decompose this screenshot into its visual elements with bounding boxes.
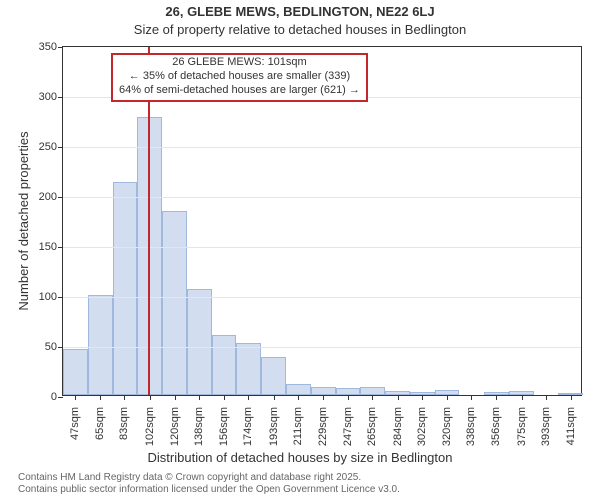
- histogram-bar: [113, 182, 138, 395]
- x-tick-label: 65sqm: [94, 407, 106, 440]
- y-tick-label: 50: [45, 341, 57, 353]
- y-tick: [58, 247, 63, 248]
- y-tick-label: 200: [39, 191, 57, 203]
- chart-container: 26, GLEBE MEWS, BEDLINGTON, NE22 6LJ Siz…: [0, 0, 600, 500]
- chart-title: 26, GLEBE MEWS, BEDLINGTON, NE22 6LJ: [0, 4, 600, 19]
- x-tick-label: 338sqm: [465, 407, 477, 446]
- x-tick-label: 138sqm: [193, 407, 205, 446]
- histogram-bar: [236, 343, 261, 395]
- x-axis-label: Distribution of detached houses by size …: [0, 450, 600, 465]
- x-tick: [546, 395, 547, 400]
- x-tick: [471, 395, 472, 400]
- x-tick-label: 120sqm: [169, 407, 181, 446]
- x-tick-label: 211sqm: [292, 407, 304, 445]
- y-tick: [58, 297, 63, 298]
- x-tick: [398, 395, 399, 400]
- histogram-bar: [336, 388, 361, 395]
- x-tick: [496, 395, 497, 400]
- grid-line: [63, 347, 581, 348]
- x-tick: [100, 395, 101, 400]
- x-tick-label: 156sqm: [218, 407, 230, 446]
- grid-line: [63, 247, 581, 248]
- histogram-bar: [261, 357, 286, 395]
- x-tick-label: 265sqm: [366, 407, 378, 446]
- x-tick: [199, 395, 200, 400]
- x-tick-label: 47sqm: [69, 407, 81, 440]
- callout-line-1: 26 GLEBE MEWS: 101sqm: [119, 56, 360, 70]
- x-tick-label: 229sqm: [317, 407, 329, 446]
- y-tick-label: 100: [39, 291, 57, 303]
- x-tick-label: 411sqm: [565, 407, 577, 445]
- histogram-bar: [212, 335, 237, 395]
- x-tick-label: 320sqm: [441, 407, 453, 446]
- y-tick-label: 150: [39, 241, 57, 253]
- y-tick: [58, 147, 63, 148]
- x-tick-label: 375sqm: [516, 407, 528, 446]
- x-tick-label: 102sqm: [144, 407, 156, 446]
- x-tick-label: 247sqm: [342, 407, 354, 446]
- y-tick: [58, 97, 63, 98]
- histogram-bar: [360, 387, 385, 395]
- callout-line-3: 64% of semi-detached houses are larger (…: [119, 84, 360, 98]
- y-tick-label: 0: [51, 391, 57, 403]
- callout-box: 26 GLEBE MEWS: 101sqm ← 35% of detached …: [111, 53, 368, 102]
- x-tick-label: 302sqm: [416, 407, 428, 446]
- histogram-bar: [311, 387, 336, 395]
- x-tick: [422, 395, 423, 400]
- grid-line: [63, 147, 581, 148]
- x-tick: [175, 395, 176, 400]
- histogram-bar: [187, 289, 212, 395]
- callout-line-2: ← 35% of detached houses are smaller (33…: [119, 70, 360, 84]
- x-tick: [522, 395, 523, 400]
- x-tick: [571, 395, 572, 400]
- x-tick: [323, 395, 324, 400]
- x-tick-label: 284sqm: [392, 407, 404, 446]
- x-tick-label: 193sqm: [268, 407, 280, 446]
- x-tick-label: 356sqm: [490, 407, 502, 446]
- y-tick: [58, 47, 63, 48]
- y-tick-label: 250: [39, 141, 57, 153]
- x-tick: [75, 395, 76, 400]
- y-tick-label: 350: [39, 41, 57, 53]
- x-tick: [274, 395, 275, 400]
- x-tick: [298, 395, 299, 400]
- y-tick-label: 300: [39, 91, 57, 103]
- footer-line-2: Contains public sector information licen…: [18, 484, 400, 496]
- plot-area: 05010015020025030035047sqm65sqm83sqm102s…: [62, 46, 582, 396]
- footer-attribution: Contains HM Land Registry data © Crown c…: [18, 472, 400, 496]
- x-tick-label: 393sqm: [540, 407, 552, 446]
- chart-subtitle: Size of property relative to detached ho…: [0, 22, 600, 37]
- x-tick: [150, 395, 151, 400]
- x-tick: [447, 395, 448, 400]
- histogram-bar: [162, 211, 187, 395]
- grid-line: [63, 297, 581, 298]
- histogram-bar: [88, 295, 113, 395]
- histogram-bar: [286, 384, 311, 395]
- x-tick-label: 174sqm: [242, 407, 254, 446]
- x-tick: [348, 395, 349, 400]
- grid-line: [63, 197, 581, 198]
- y-tick: [58, 197, 63, 198]
- y-tick: [58, 347, 63, 348]
- x-tick: [124, 395, 125, 400]
- x-tick: [248, 395, 249, 400]
- footer-line-1: Contains HM Land Registry data © Crown c…: [18, 472, 400, 484]
- x-tick-label: 83sqm: [118, 407, 130, 440]
- x-tick: [372, 395, 373, 400]
- y-tick: [58, 397, 63, 398]
- histogram-bar: [63, 349, 88, 395]
- x-tick: [224, 395, 225, 400]
- y-axis-label: Number of detached properties: [16, 46, 31, 396]
